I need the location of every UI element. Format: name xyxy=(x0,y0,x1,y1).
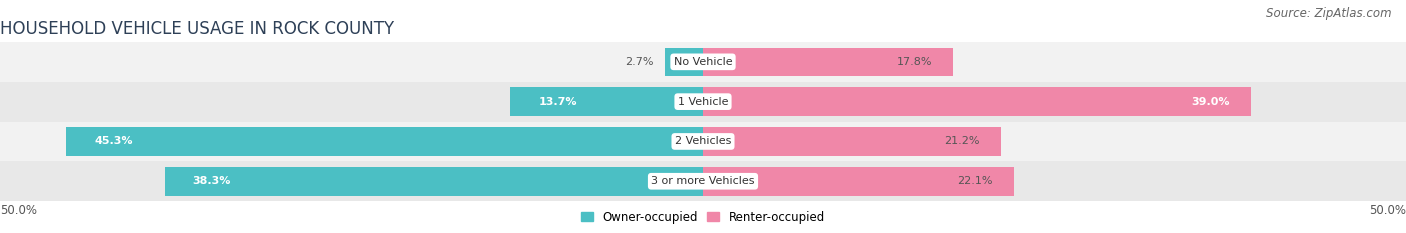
Bar xyxy=(510,87,703,116)
Text: HOUSEHOLD VEHICLE USAGE IN ROCK COUNTY: HOUSEHOLD VEHICLE USAGE IN ROCK COUNTY xyxy=(0,20,394,38)
Bar xyxy=(0,161,1406,201)
Text: 3 or more Vehicles: 3 or more Vehicles xyxy=(651,176,755,186)
Bar xyxy=(0,42,1406,82)
Text: 1 Vehicle: 1 Vehicle xyxy=(678,97,728,107)
Bar xyxy=(0,82,1406,122)
Bar xyxy=(0,122,1406,161)
Text: 21.2%: 21.2% xyxy=(945,137,980,147)
Text: No Vehicle: No Vehicle xyxy=(673,57,733,67)
Text: 50.0%: 50.0% xyxy=(1369,204,1406,217)
Text: 2 Vehicles: 2 Vehicles xyxy=(675,137,731,147)
Bar xyxy=(703,87,1251,116)
Bar xyxy=(665,48,703,76)
Bar xyxy=(165,167,703,195)
Text: 13.7%: 13.7% xyxy=(538,97,576,107)
Text: 22.1%: 22.1% xyxy=(957,176,993,186)
Bar xyxy=(66,127,703,156)
Text: 39.0%: 39.0% xyxy=(1192,97,1230,107)
Text: Source: ZipAtlas.com: Source: ZipAtlas.com xyxy=(1267,7,1392,20)
Bar xyxy=(703,167,1014,195)
Text: 38.3%: 38.3% xyxy=(193,176,231,186)
Text: 2.7%: 2.7% xyxy=(626,57,654,67)
Text: 45.3%: 45.3% xyxy=(94,137,132,147)
Text: 17.8%: 17.8% xyxy=(897,57,932,67)
Bar xyxy=(703,127,1001,156)
Legend: Owner-occupied, Renter-occupied: Owner-occupied, Renter-occupied xyxy=(576,206,830,228)
Bar xyxy=(703,48,953,76)
Text: 50.0%: 50.0% xyxy=(0,204,37,217)
